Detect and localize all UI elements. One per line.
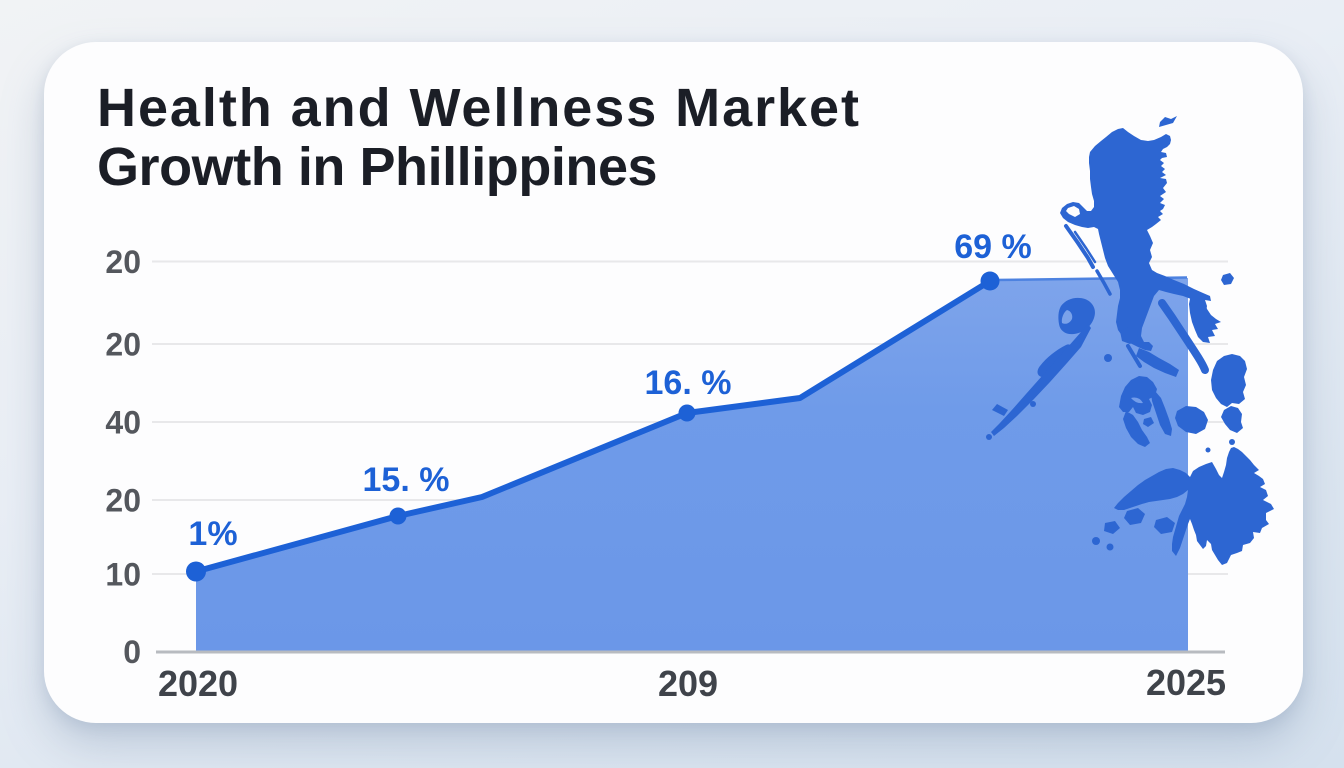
svg-text:2020: 2020 bbox=[158, 663, 238, 704]
svg-text:20: 20 bbox=[105, 483, 141, 519]
svg-text:2025: 2025 bbox=[1146, 662, 1226, 703]
svg-text:16. %: 16. % bbox=[645, 364, 732, 402]
svg-text:10: 10 bbox=[105, 557, 141, 593]
svg-text:69 %: 69 % bbox=[954, 228, 1032, 266]
svg-text:20: 20 bbox=[105, 244, 141, 280]
svg-text:1%: 1% bbox=[188, 515, 237, 553]
svg-text:15. %: 15. % bbox=[363, 461, 450, 499]
svg-text:209: 209 bbox=[658, 663, 718, 704]
svg-text:0: 0 bbox=[123, 634, 141, 670]
svg-text:20: 20 bbox=[105, 327, 141, 363]
svg-text:40: 40 bbox=[105, 405, 141, 441]
